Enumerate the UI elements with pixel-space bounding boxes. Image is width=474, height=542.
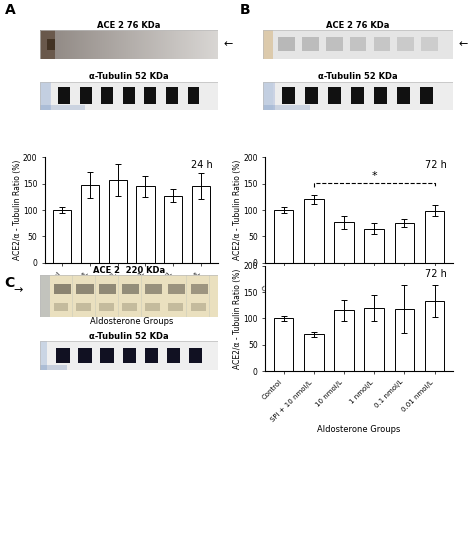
Bar — [40, 275, 50, 317]
Bar — [40, 341, 47, 370]
Bar — [274, 210, 293, 263]
Bar — [189, 347, 202, 364]
Bar — [305, 87, 318, 105]
Bar — [374, 37, 390, 51]
Bar — [186, 275, 187, 317]
Bar — [397, 37, 414, 51]
Bar — [109, 180, 127, 263]
Bar — [81, 185, 99, 263]
Bar — [334, 222, 354, 263]
Title: ACE 2  220 KDa: ACE 2 220 KDa — [93, 266, 165, 275]
Text: →: → — [13, 285, 23, 295]
Bar — [425, 301, 444, 371]
Bar — [421, 37, 438, 51]
Bar — [123, 87, 135, 105]
Bar — [168, 304, 183, 311]
Bar — [274, 319, 293, 371]
Bar — [56, 347, 70, 364]
Text: *: * — [371, 171, 377, 181]
Bar — [58, 87, 70, 105]
Bar — [100, 347, 114, 364]
Bar — [100, 304, 114, 311]
Text: A: A — [5, 3, 16, 17]
Bar — [100, 283, 117, 294]
Title: ACE 2 76 KDa: ACE 2 76 KDa — [98, 21, 161, 30]
Bar — [54, 304, 68, 311]
Bar — [420, 87, 433, 105]
Bar — [164, 196, 182, 263]
Y-axis label: ACE2/α - Tubulin Ratio (%): ACE2/α - Tubulin Ratio (%) — [12, 160, 21, 260]
Bar — [166, 87, 178, 105]
Bar — [145, 304, 160, 311]
Bar — [374, 87, 387, 105]
Text: ←: ← — [458, 40, 468, 49]
Bar — [191, 283, 208, 294]
Y-axis label: ACE2/α - Tubulin Ratio (%): ACE2/α - Tubulin Ratio (%) — [233, 268, 242, 369]
Title: ACE 2 76 KDa: ACE 2 76 KDa — [326, 21, 390, 30]
Bar — [40, 82, 50, 110]
Bar — [118, 275, 119, 317]
Bar — [326, 37, 343, 51]
Bar — [394, 309, 414, 371]
Title: α-Tubulin 52 KDa: α-Tubulin 52 KDa — [90, 72, 169, 81]
Text: 72 h: 72 h — [425, 160, 447, 170]
Text: 24 h: 24 h — [191, 160, 213, 170]
X-axis label: Aldosterone Groups: Aldosterone Groups — [318, 425, 401, 434]
Bar — [263, 82, 273, 110]
Bar — [365, 229, 384, 263]
Bar — [304, 334, 324, 371]
Bar — [188, 87, 200, 105]
Bar — [263, 30, 273, 59]
Bar — [167, 347, 180, 364]
Bar — [95, 275, 96, 317]
Bar — [76, 304, 91, 311]
Bar — [425, 210, 444, 263]
Bar — [145, 283, 162, 294]
Bar — [145, 87, 156, 105]
Bar — [137, 186, 155, 263]
Y-axis label: ACE2/α - Tubulin Ratio (%): ACE2/α - Tubulin Ratio (%) — [233, 160, 242, 260]
Text: B: B — [239, 3, 250, 17]
Bar — [76, 283, 94, 294]
Bar — [168, 283, 185, 294]
Bar — [192, 186, 210, 263]
Bar — [397, 87, 410, 105]
Text: ←: ← — [223, 40, 233, 49]
Bar — [122, 283, 139, 294]
Bar — [123, 347, 136, 364]
Bar — [191, 304, 206, 311]
Bar — [72, 275, 73, 317]
Bar — [78, 347, 91, 364]
Bar — [350, 37, 366, 51]
Bar — [328, 87, 341, 105]
Bar — [101, 87, 113, 105]
Bar — [273, 82, 275, 110]
Bar — [40, 30, 55, 59]
X-axis label: Aldosterone Groups: Aldosterone Groups — [318, 317, 401, 326]
Bar — [80, 87, 91, 105]
Bar — [47, 39, 55, 50]
Bar — [282, 87, 295, 105]
Bar — [304, 199, 324, 263]
X-axis label: Aldosterone Groups: Aldosterone Groups — [90, 317, 173, 326]
Bar — [394, 223, 414, 263]
Bar — [263, 105, 310, 110]
Bar — [54, 283, 71, 294]
Title: α-Tubulin 52 KDa: α-Tubulin 52 KDa — [318, 72, 398, 81]
Bar — [302, 37, 319, 51]
Bar — [40, 365, 67, 370]
Bar — [278, 37, 295, 51]
Bar — [50, 82, 52, 110]
Bar — [122, 304, 137, 311]
Bar — [334, 311, 354, 371]
Bar — [351, 87, 364, 105]
Bar — [53, 210, 71, 263]
Text: 72 h: 72 h — [425, 269, 447, 279]
Title: α-Tubulin 52 KDa: α-Tubulin 52 KDa — [90, 332, 169, 341]
Bar — [141, 275, 142, 317]
Bar — [40, 105, 85, 110]
Bar — [365, 308, 384, 371]
Bar — [145, 347, 158, 364]
Text: C: C — [5, 276, 15, 291]
